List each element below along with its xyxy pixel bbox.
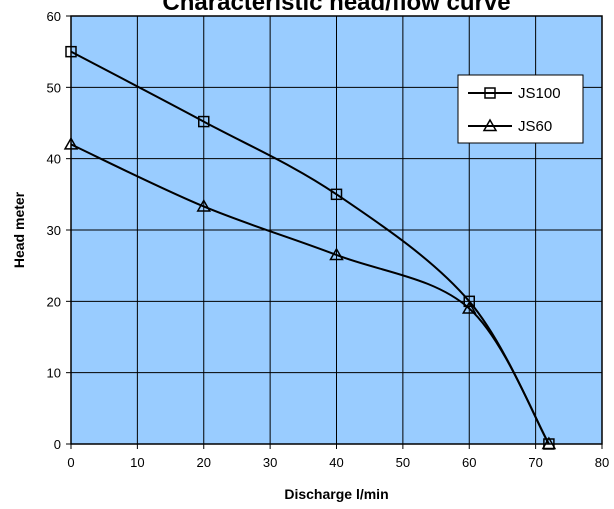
series-layer [63, 45, 557, 450]
y-tick-label: 60 [47, 9, 61, 24]
x-tick-label: 0 [67, 455, 74, 470]
y-tick-label: 30 [47, 223, 61, 238]
data-point-js60 [329, 247, 344, 261]
data-point-js100 [198, 115, 210, 128]
x-axis: 0 10 20 30 40 50 60 70 80 [67, 444, 609, 470]
legend-marker-js100 [484, 87, 496, 99]
x-tick-label: 50 [396, 455, 410, 470]
x-tick-label: 60 [462, 455, 476, 470]
data-point-js100 [463, 295, 475, 308]
data-point-js60 [196, 198, 212, 212]
legend: JS100 JS60 [457, 74, 584, 144]
y-tick-label: 40 [47, 152, 61, 167]
data-point-js100 [330, 188, 343, 201]
y-axis-title: Head meter [11, 191, 27, 268]
y-tick-label: 0 [54, 437, 61, 452]
x-tick-label: 80 [595, 455, 609, 470]
x-tick-label: 70 [528, 455, 542, 470]
legend-label-js100: JS100 [518, 85, 561, 102]
x-tick-label: 30 [263, 455, 277, 470]
chart-title: Characteristic head/flow curve [162, 0, 510, 16]
y-tick-label: 10 [47, 366, 61, 381]
grid-lines [71, 16, 602, 444]
legend-box [457, 74, 584, 144]
data-point-js60 [461, 300, 477, 314]
y-tick-label: 50 [47, 80, 61, 95]
x-tick-label: 20 [197, 455, 211, 470]
y-axis: 0 10 20 30 40 50 60 [47, 9, 71, 452]
y-tick-label: 20 [47, 294, 61, 309]
series-line-js60 [70, 143, 550, 445]
legend-marker-js60 [482, 118, 498, 132]
x-tick-label: 10 [130, 455, 144, 470]
x-tick-label: 40 [329, 455, 343, 470]
legend-label-js60: JS60 [518, 118, 552, 135]
x-axis-title: Discharge l/min [284, 486, 388, 502]
